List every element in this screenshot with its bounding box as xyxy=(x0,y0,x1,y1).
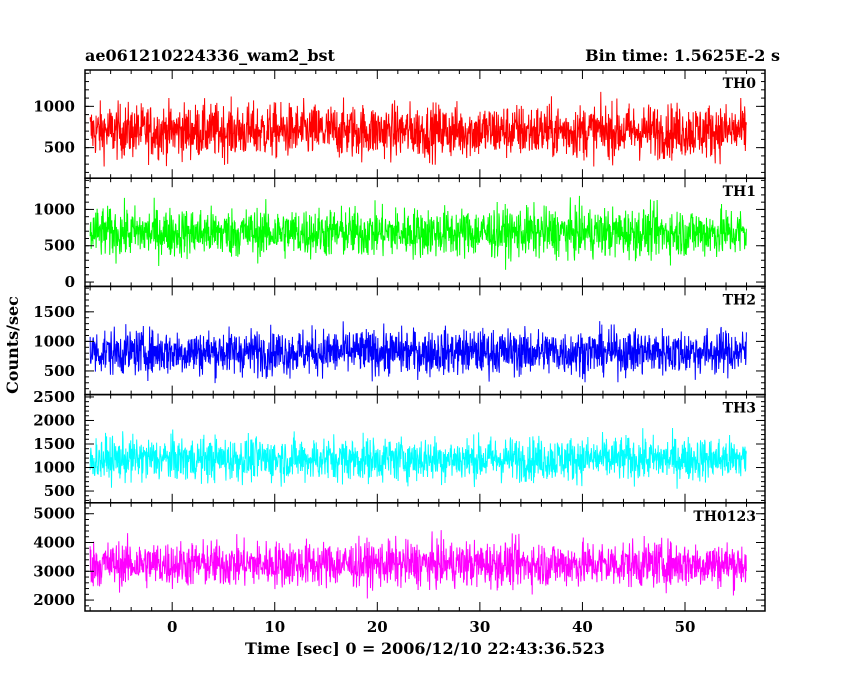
y-tick-label: 1500 xyxy=(33,303,75,321)
panel-th3: 500 1000 1500 2000 2500 TH3 xyxy=(33,388,766,504)
series-trace-th0 xyxy=(89,91,747,167)
panel-th1: 0 500 1000 TH1 xyxy=(33,177,766,291)
panel-th0123: 2000 3000 4000 5000 TH0123 xyxy=(33,502,766,612)
x-tick-label: 30 xyxy=(469,618,490,636)
y-tick-label: 1500 xyxy=(33,435,75,453)
y-tick-label: 3000 xyxy=(33,562,75,580)
panel-label-th0: TH0 xyxy=(723,76,757,92)
panel-label-th3: TH3 xyxy=(723,401,756,417)
x-tick-label: 20 xyxy=(367,618,388,636)
x-tick-label: 40 xyxy=(572,618,593,636)
panel-label-th2: TH2 xyxy=(723,292,756,308)
series-trace-th3 xyxy=(89,427,747,489)
y-axis-label: Counts/sec xyxy=(3,296,22,394)
y-tick-label: 500 xyxy=(44,237,75,255)
y-tick-label: 500 xyxy=(44,139,75,157)
series-trace-th1 xyxy=(89,195,747,270)
x-tick-label: 50 xyxy=(675,618,696,636)
y-tick-label: 0 xyxy=(65,273,75,291)
panel-th2: 500 1000 1500 TH2 xyxy=(33,285,766,396)
x-axis-label: Time [sec] 0 = 2006/12/10 22:43:36.523 xyxy=(245,639,605,658)
y-tick-label: 500 xyxy=(44,482,75,500)
bin-time-label: Bin time: 1.5625E-2 s xyxy=(585,46,780,65)
y-tick-label: 4000 xyxy=(33,534,75,552)
y-tick-label: 2500 xyxy=(33,388,75,406)
y-tick-label: 2000 xyxy=(33,591,75,609)
x-tick-label: 0 xyxy=(167,618,177,636)
series-trace-th2 xyxy=(89,321,747,384)
y-tick-label: 5000 xyxy=(33,505,75,523)
panel-th0: 500 1000 TH0 xyxy=(33,69,766,179)
x-axis: 0 10 20 30 40 50 xyxy=(167,618,695,636)
chart-title: ae061210224336_wam2_bst xyxy=(85,46,336,65)
panel-label-th0123: TH0123 xyxy=(693,509,756,525)
series-trace-th0123 xyxy=(89,530,747,599)
y-tick-label: 1000 xyxy=(33,200,75,218)
y-tick-label: 1000 xyxy=(33,332,75,350)
y-tick-label: 1000 xyxy=(33,459,75,477)
panel-label-th1: TH1 xyxy=(723,184,756,200)
y-tick-label: 2000 xyxy=(33,411,75,429)
y-tick-label: 500 xyxy=(44,362,75,380)
panel-frame xyxy=(84,502,766,612)
y-tick-label: 1000 xyxy=(33,97,75,115)
x-tick-label: 10 xyxy=(264,618,285,636)
panels-group: 500 1000 TH0 0 500 1000 TH1 500 1000 1500 TH2 500 10… xyxy=(33,69,766,612)
